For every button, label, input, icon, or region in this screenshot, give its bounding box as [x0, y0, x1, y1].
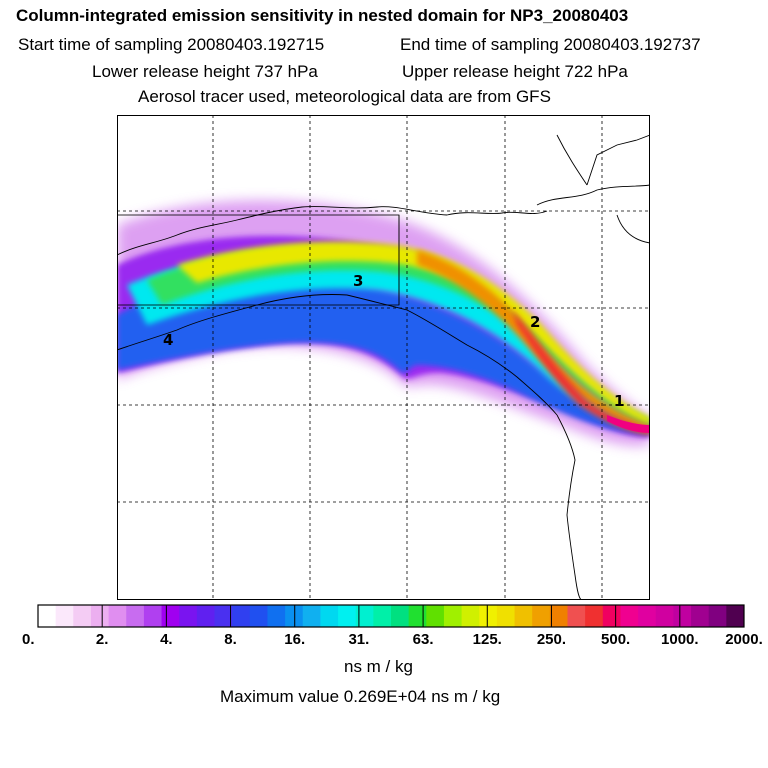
coastlines — [117, 134, 650, 600]
colorbar-swatch — [338, 605, 357, 627]
colorbar-tick-label: 250. — [536, 631, 567, 648]
colorbar-swatch — [90, 605, 110, 627]
plume-yellow — [177, 241, 650, 425]
lat-lon-grid — [117, 115, 650, 600]
colorbar-swatch — [638, 605, 657, 627]
colorbar-swatch — [479, 605, 498, 627]
colorbar-swatch — [214, 605, 233, 627]
label-1: 1 — [614, 392, 624, 410]
maximum-value: Maximum value 0.269E+04 ns m / kg — [220, 687, 501, 706]
colorbar-tick-label: 0. — [22, 631, 35, 648]
colorbar-swatch — [179, 605, 198, 627]
colorbar-tick-label: 125. — [472, 631, 502, 648]
colorbar-swatch — [38, 605, 57, 627]
end-time: End time of sampling 20080403.192737 — [400, 35, 701, 54]
colorbar-swatch — [320, 605, 339, 627]
colorbar-swatch — [249, 605, 268, 627]
colorbar-border — [37, 604, 745, 628]
plot-title: Column-integrated emission sensitivity i… — [16, 6, 629, 25]
colorbar-swatch — [373, 605, 392, 627]
colorbar-swatch — [126, 605, 145, 627]
colorbar-tick-label: 2000. — [725, 631, 763, 648]
colorbar-tick-label: 16. — [284, 631, 306, 648]
colorbar-swatch — [73, 605, 92, 627]
label-4: 4 — [163, 331, 173, 349]
aerosol-note: Aerosol tracer used, meteorological data… — [138, 87, 551, 106]
colorbar-tick-label: 8. — [224, 631, 237, 648]
colorbar-swatch — [726, 605, 745, 627]
upper-release-height: Upper release height 722 hPa — [402, 62, 628, 81]
colorbar-swatch — [620, 605, 639, 627]
colorbar-swatch — [267, 605, 286, 627]
colorbar-tick-label: 4. — [160, 631, 173, 648]
colorbar-swatch — [355, 605, 374, 627]
colorbar-tick-label: 1000. — [661, 631, 699, 648]
lower-release-height: Lower release height 737 hPa — [92, 62, 318, 81]
colorbar-swatch — [691, 605, 710, 627]
colorbar — [37, 604, 745, 628]
colorbar-tick-label: 500. — [601, 631, 631, 648]
colorbar-swatch — [161, 605, 180, 627]
label-2: 2 — [530, 313, 540, 331]
colorbar-swatch — [514, 605, 533, 627]
colorbar-swatch — [143, 605, 163, 627]
colorbar-swatch — [673, 605, 692, 627]
start-time: Start time of sampling 20080403.192715 — [18, 35, 325, 54]
colorbar-swatch — [602, 605, 621, 627]
colorbar-swatch — [708, 605, 727, 627]
colorbar-units: ns m / kg — [344, 657, 413, 676]
colorbar-swatch — [408, 605, 427, 627]
colorbar-swatch — [655, 605, 674, 627]
colorbar-swatch — [532, 605, 551, 627]
colorbar-tick-label: 2. — [95, 631, 109, 648]
colorbar-swatch — [496, 605, 516, 627]
colorbar-swatch — [302, 605, 321, 627]
plume-magenta — [607, 415, 650, 433]
colorbar-tick-label: 31. — [348, 631, 370, 648]
colorbar-swatch — [55, 605, 74, 627]
plume-blue — [117, 280, 650, 435]
colorbar-swatch — [567, 605, 586, 627]
colorbar-swatch — [196, 605, 215, 627]
colorbar-swatch — [443, 605, 463, 627]
colorbar-swatch — [285, 605, 304, 627]
colorbar-swatch — [585, 605, 604, 627]
colorbar-swatch — [549, 605, 568, 627]
sensitivity-map: 1 2 3 4 — [117, 115, 650, 600]
colorbar-swatch — [461, 605, 480, 627]
colorbar-swatch — [426, 605, 445, 627]
colorbar-tick-label: 63. — [412, 631, 434, 648]
colorbar-swatch — [232, 605, 251, 627]
colorbar-swatch — [391, 605, 410, 627]
colorbar-swatch — [108, 605, 127, 627]
label-3: 3 — [353, 272, 363, 290]
